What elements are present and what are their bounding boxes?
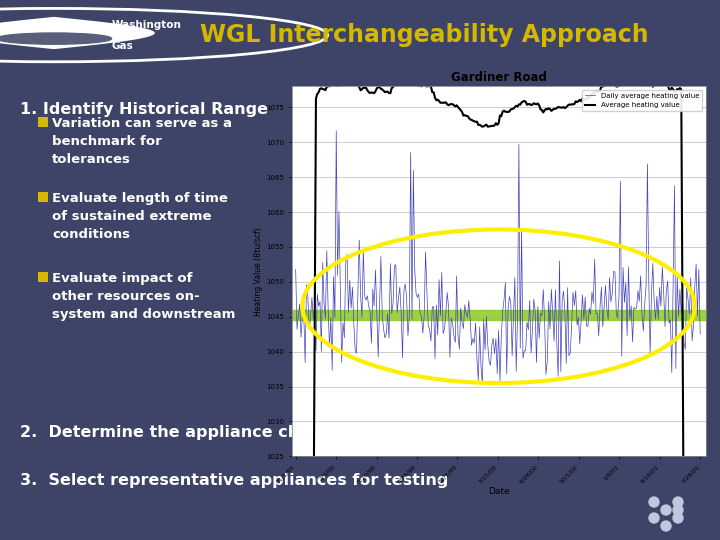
Daily average heating value <box>293 326 302 333</box>
Daily average heating value <box>478 381 487 388</box>
Text: Gas: Gas <box>112 40 133 51</box>
Polygon shape <box>0 17 155 49</box>
Circle shape <box>661 505 671 515</box>
Daily average heating value <box>696 330 704 337</box>
Circle shape <box>673 505 683 515</box>
Average heating value <box>660 79 668 86</box>
Title: Gardiner Road: Gardiner Road <box>451 71 546 84</box>
Daily average heating value <box>292 266 300 273</box>
FancyBboxPatch shape <box>38 272 48 282</box>
Text: Washington: Washington <box>112 19 181 30</box>
Circle shape <box>649 497 659 507</box>
Daily average heating value <box>661 323 670 330</box>
Circle shape <box>673 497 683 507</box>
Line: Daily average heating value: Daily average heating value <box>296 131 700 384</box>
Circle shape <box>649 513 659 523</box>
Circle shape <box>0 33 112 44</box>
Average heating value <box>404 75 413 82</box>
Text: 3.  Select representative appliances for testing: 3. Select representative appliances for … <box>20 472 449 488</box>
Circle shape <box>661 521 671 531</box>
Average heating value <box>534 100 542 106</box>
Bar <box>292 310 706 320</box>
Text: 2.  Determine the appliance characteristics of the affected area: 2. Determine the appliance characteristi… <box>20 424 598 440</box>
Text: Evaluate length of time
of sustained extreme
conditions: Evaluate length of time of sustained ext… <box>52 192 228 241</box>
Circle shape <box>673 513 683 523</box>
Daily average heating value <box>332 127 341 134</box>
Y-axis label: Heating Value (Btu/scf): Heating Value (Btu/scf) <box>254 227 264 316</box>
Average heating value <box>634 78 642 85</box>
Line: Average heating value: Average heating value <box>296 78 700 540</box>
Text: Evaluate impact of
other resources on-
system and downstream: Evaluate impact of other resources on- s… <box>52 272 235 321</box>
Daily average heating value <box>635 298 644 305</box>
Average heating value <box>540 107 549 113</box>
Text: 1. Identify Historical Range: 1. Identify Historical Range <box>20 102 268 117</box>
Text: Variation can serve as a
benchmark for
tolerances: Variation can serve as a benchmark for t… <box>52 117 232 166</box>
Daily average heating value <box>541 372 550 378</box>
Legend: Daily average heating value, Average heating value: Daily average heating value, Average hea… <box>582 90 702 111</box>
Average heating value <box>532 101 541 107</box>
FancyBboxPatch shape <box>38 192 48 202</box>
Daily average heating value <box>534 303 542 310</box>
FancyBboxPatch shape <box>38 117 48 127</box>
Text: WGL Interchangeability Approach: WGL Interchangeability Approach <box>200 23 649 47</box>
X-axis label: Date: Date <box>487 487 510 496</box>
Daily average heating value <box>535 335 544 341</box>
